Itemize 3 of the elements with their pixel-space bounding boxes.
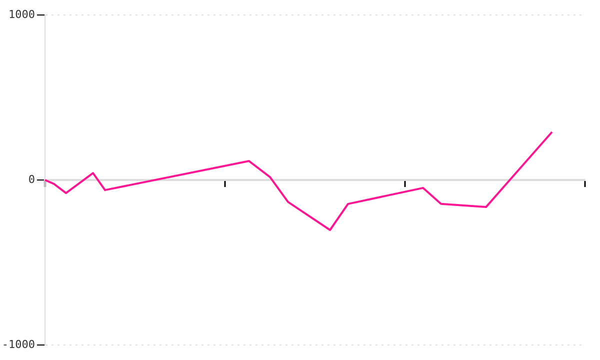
y-tick-label: 0: [28, 172, 35, 186]
y-tick-label: -1000: [2, 338, 35, 351]
y-tick-label: 1000: [8, 8, 35, 21]
